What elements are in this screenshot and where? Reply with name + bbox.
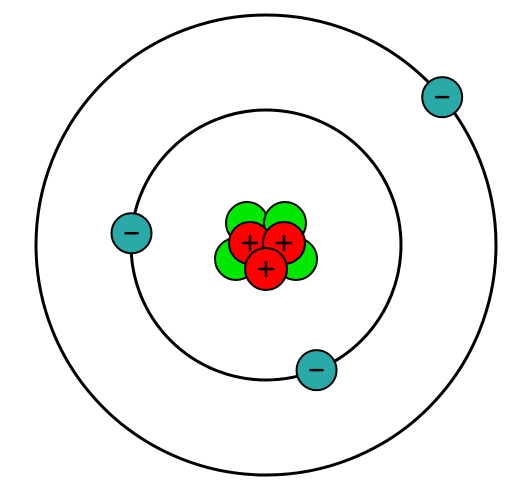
electron-2 <box>422 77 462 117</box>
electron-0 <box>112 213 152 253</box>
atom-diagram <box>0 0 532 503</box>
electron-1 <box>297 350 337 390</box>
nucleus-group <box>215 202 317 290</box>
proton-2 <box>245 248 287 290</box>
